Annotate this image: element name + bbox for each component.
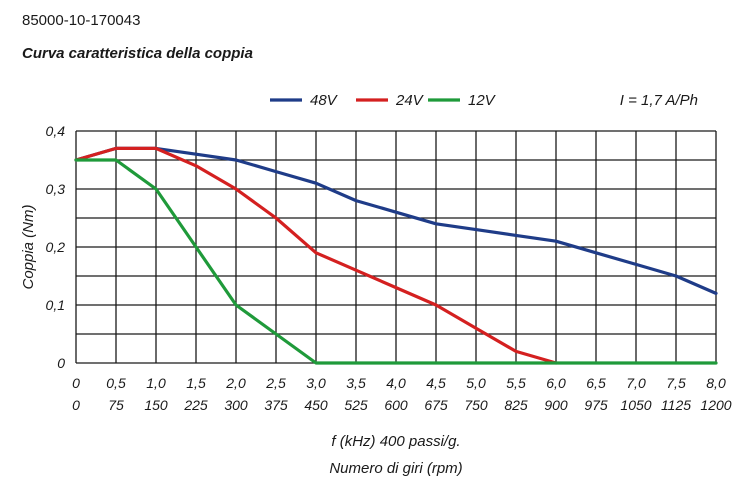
x-tick-label: 6,5 bbox=[586, 375, 606, 391]
x-tick-label-rpm: 900 bbox=[544, 397, 568, 413]
legend-label-24v: 24V bbox=[395, 92, 425, 109]
y-axis-label: Coppia (Nm) bbox=[20, 204, 37, 289]
x-tick-label-rpm: 0 bbox=[72, 397, 80, 413]
x-tick-label-rpm: 75 bbox=[108, 397, 124, 413]
legend: 48V 24V 12V bbox=[270, 92, 497, 109]
legend-label-12v: 12V bbox=[468, 92, 497, 109]
y-tick-label: 0 bbox=[57, 355, 65, 371]
x-tick-label-rpm: 300 bbox=[224, 397, 248, 413]
x-tick-label-rpm: 375 bbox=[264, 397, 288, 413]
legend-label-48v: 48V bbox=[310, 92, 339, 109]
x-tick-label: 2,0 bbox=[225, 375, 246, 391]
x-tick-label: 3,5 bbox=[346, 375, 366, 391]
x-axis-label-rpm: Numero di giri (rpm) bbox=[329, 460, 462, 477]
x-tick-label-rpm: 225 bbox=[183, 397, 208, 413]
current-annotation: I = 1,7 A/Ph bbox=[620, 92, 698, 109]
x-tick-label: 5,0 bbox=[466, 375, 486, 391]
x-tick-label-rpm: 1125 bbox=[661, 397, 691, 413]
x-tick-label-rpm: 150 bbox=[144, 397, 168, 413]
y-tick-label: 0,1 bbox=[46, 297, 65, 313]
x-tick-label: 8,0 bbox=[706, 375, 726, 391]
x-tick-label: 2,5 bbox=[265, 375, 286, 391]
x-tick-label-rpm: 675 bbox=[424, 397, 448, 413]
x-tick-label-rpm: 600 bbox=[384, 397, 408, 413]
series-line-12v bbox=[74, 158, 718, 365]
x-tick-label-rpm: 975 bbox=[584, 397, 608, 413]
grid bbox=[75, 130, 717, 364]
y-tick-label: 0,3 bbox=[46, 181, 66, 197]
x-tick-label-rpm: 825 bbox=[504, 397, 528, 413]
product-code: 85000-10-170043 bbox=[22, 12, 140, 29]
x-tick-label: 4,0 bbox=[386, 375, 406, 391]
chart-title: Curva caratteristica della coppia bbox=[22, 45, 253, 62]
x-tick-label: 0,5 bbox=[106, 375, 126, 391]
x-tick-label: 1,0 bbox=[146, 375, 166, 391]
x-tick-label-rpm: 450 bbox=[304, 397, 328, 413]
x-tick-label-rpm: 1050 bbox=[620, 397, 651, 413]
x-tick-label: 6,0 bbox=[546, 375, 566, 391]
x-tick-labels: 0 0,5 1,0 1,5 2,0 2,5 3,0 3,5 4,0 4,5 5,0 5,5 6,0 6,5… bbox=[72, 375, 726, 391]
x-tick-label: 1,5 bbox=[186, 375, 206, 391]
x-tick-label-rpm: 750 bbox=[464, 397, 488, 413]
series-line-24v bbox=[74, 146, 558, 365]
x-tick-label-rpm: 1200 bbox=[700, 397, 731, 413]
y-tick-label: 0,2 bbox=[46, 239, 66, 255]
x-tick-label: 7,5 bbox=[666, 375, 686, 391]
y-tick-label: 0,4 bbox=[46, 123, 66, 139]
x-tick-label: 5,5 bbox=[506, 375, 526, 391]
y-tick-labels: 0 0,1 0,2 0,3 0,4 bbox=[46, 123, 66, 371]
x-tick-label-rpm: 525 bbox=[344, 397, 368, 413]
x-tick-label: 3,0 bbox=[306, 375, 326, 391]
x-tick-label: 4,5 bbox=[426, 375, 446, 391]
x-tick-label: 7,0 bbox=[626, 375, 646, 391]
x-axis-label: f (kHz) 400 passi/g. bbox=[331, 433, 460, 450]
x-tick-label: 0 bbox=[72, 375, 80, 391]
x-tick-labels-rpm: 0 75 150 225 300 375 450 525 600 675 750 825 900 975 1… bbox=[72, 397, 732, 413]
series-lines bbox=[74, 146, 718, 365]
series-line-48v bbox=[74, 146, 718, 295]
